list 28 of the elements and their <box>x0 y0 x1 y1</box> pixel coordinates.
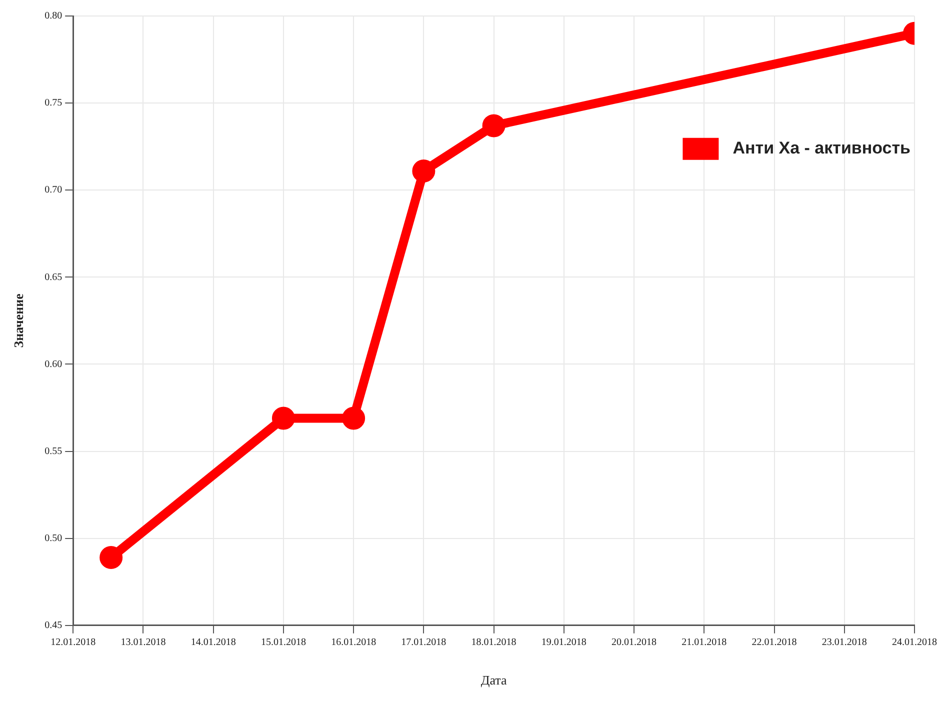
x-tick-label: 22.01.2018 <box>752 637 797 648</box>
x-tick-label: 15.01.2018 <box>260 637 306 648</box>
y-tick-label: 0.50 <box>44 532 62 544</box>
point <box>342 406 366 430</box>
y-tick-label: 0.60 <box>44 358 62 370</box>
legend-label: Анти Ха - активность <box>732 138 910 158</box>
y-tick-label: 0.75 <box>44 98 62 109</box>
x-tick-label: 19.01.2018 <box>541 637 586 648</box>
point <box>272 406 295 430</box>
x-tick-label: 14.01.2018 <box>190 637 236 648</box>
x-tick-label: 21.01.2018 <box>682 637 727 648</box>
x-tick-label: 24.01.2018 <box>892 637 937 648</box>
point <box>412 159 436 182</box>
y-tick-label: 0.45 <box>44 620 62 632</box>
x-tick-label: 17.01.2018 <box>401 637 446 648</box>
y-tick-label: 0.80 <box>44 10 62 22</box>
x-tick-label: 20.01.2018 <box>612 637 657 648</box>
x-tick-label: 18.01.2018 <box>471 637 516 648</box>
x-tick-label: 13.01.2018 <box>120 637 166 648</box>
point <box>482 114 506 138</box>
x-tick-label: 23.01.2018 <box>822 637 867 648</box>
y-tick-label: 0.55 <box>44 446 62 457</box>
x-tick-label: 12.01.2018 <box>50 637 96 648</box>
x-axis-title: Дата <box>480 672 507 688</box>
y-tick-label: 0.65 <box>44 272 62 283</box>
y-axis-title: Значение <box>11 293 26 348</box>
y-tick-label: 0.70 <box>44 184 62 196</box>
x-tick-label: 16.01.2018 <box>331 637 376 648</box>
